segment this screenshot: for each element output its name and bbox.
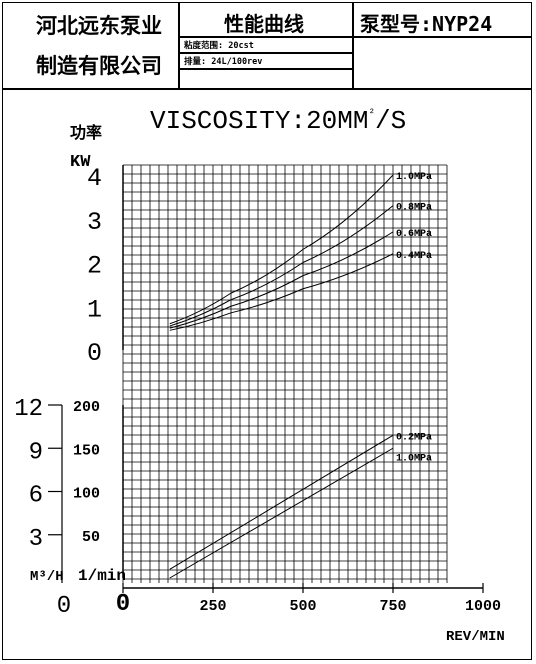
lmin-tick-label: 100: [73, 486, 100, 503]
header-row-divider-2: [178, 52, 352, 54]
series-label: 1.0MPa: [396, 453, 432, 464]
lmin-tick-label: 200: [73, 399, 100, 416]
displacement: 排量: 24L/100rev: [184, 57, 263, 67]
series-line: [169, 231, 394, 329]
header-row-divider-4: [352, 36, 532, 38]
m3h-tick-label: 9: [29, 439, 43, 466]
lmin-unit-label: 1/min: [78, 567, 126, 585]
series-line: [169, 205, 394, 327]
x-tick-label: 250: [199, 598, 226, 615]
pump-model: 泵型号:NYP24: [360, 12, 493, 36]
series-line: [169, 447, 394, 579]
x-tick-label: 1000: [465, 598, 501, 615]
chart-title: VISCOSITY:20MM²/S: [150, 106, 406, 136]
viscosity-range: 粘度范围: 20cst: [184, 41, 254, 51]
m3h-tick-label: 6: [29, 483, 43, 510]
chart-name: 性能曲线: [224, 12, 304, 36]
company-name-line2: 制造有限公司: [36, 53, 162, 78]
power-y-tick-label: 0: [87, 339, 102, 368]
chart-grid: [122, 164, 448, 583]
x-tick-label: 0: [116, 591, 130, 618]
page-frame: [2, 2, 532, 660]
power-y-tick-label: 3: [87, 208, 102, 237]
series-label: 0.4MPa: [396, 251, 432, 262]
series-line: [169, 174, 394, 325]
series-label: 0.8MPa: [396, 203, 432, 214]
power-y-tick-label: 2: [87, 252, 102, 281]
series-line: [169, 253, 394, 331]
series-label: 1.0MPa: [396, 172, 432, 183]
power-y-tick-label: 4: [87, 164, 102, 193]
lmin-tick-label: 50: [82, 529, 100, 546]
header-col-divider-2: [352, 2, 354, 88]
power-axis-unit-label: KW: [70, 153, 91, 172]
m3h-tick-label: 3: [29, 526, 43, 553]
x-axis-label: REV/MIN: [446, 629, 505, 645]
power-y-tick-label: 1: [87, 295, 102, 324]
lmin-tick-label: 150: [73, 442, 100, 459]
series-label: 0.6MPa: [396, 229, 432, 240]
header-row-divider-1: [178, 36, 352, 38]
company-name-line1: 河北远东泵业: [36, 13, 162, 38]
chart-labels: VISCOSITY:20MM²/S 功率 KW M³/H 1/min REV/M…: [30, 106, 505, 645]
header-col-divider-1: [178, 2, 180, 88]
x-tick-label: 750: [379, 598, 406, 615]
series-line: [169, 434, 394, 570]
m3h-unit-label: M³/H: [30, 569, 64, 585]
header-row-divider-3: [178, 68, 352, 70]
m3h-tick-label: 0: [57, 593, 71, 620]
series-label: 0.2MPa: [396, 432, 432, 443]
m3h-tick-label: 12: [14, 396, 43, 423]
x-tick-label: 500: [289, 598, 316, 615]
chart-curves: 1.0MPa 0.8MPa 0.6MPa 0.4MPa 0.2MPa 1.0MPa: [169, 172, 432, 579]
power-axis-cn-label: 功率: [70, 123, 102, 143]
header-divider: [2, 88, 532, 90]
